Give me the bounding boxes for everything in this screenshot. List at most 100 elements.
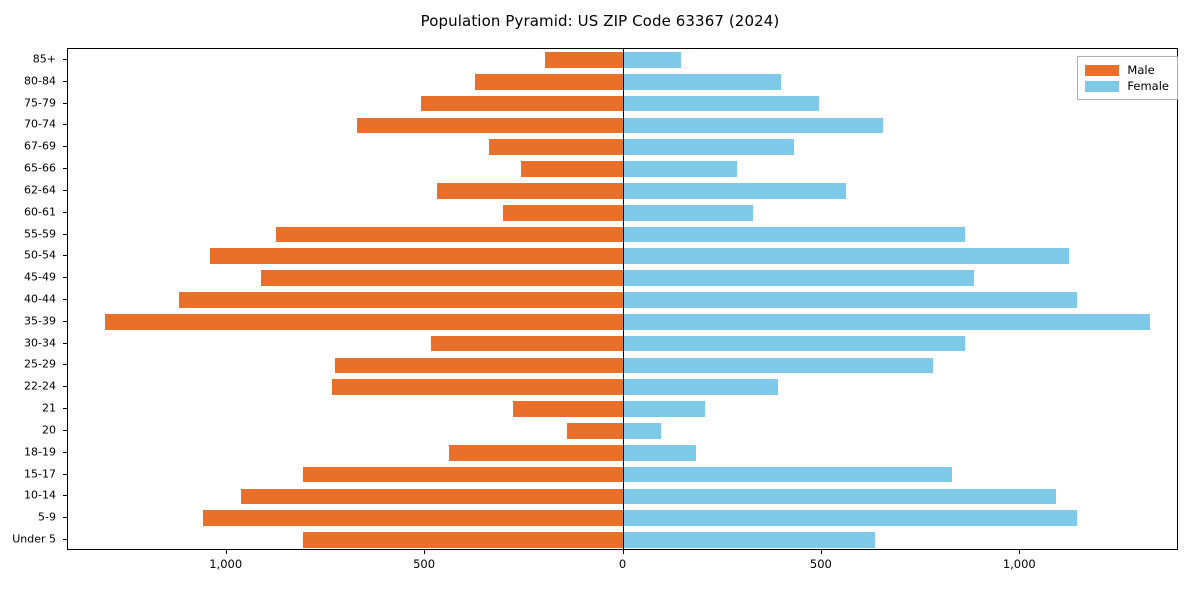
bar-female-25-29 [623, 357, 934, 374]
y-tick-label-5-9: 5-9 [38, 510, 56, 524]
y-tick-label-55-59: 55-59 [24, 227, 56, 241]
y-tick-mark [63, 386, 67, 388]
x-tick-mark [1019, 550, 1021, 554]
bar-row [68, 161, 1177, 177]
bar-male-45-49 [261, 270, 624, 287]
y-tick-label-85-: 85+ [32, 52, 56, 66]
y-tick-mark [63, 58, 67, 60]
y-tick-label-45-49: 45-49 [24, 270, 56, 284]
x-tick-label: 0 [618, 557, 627, 571]
chart-title: Population Pyramid: US ZIP Code 63367 (2… [420, 12, 780, 30]
bar-male-62-64 [437, 183, 624, 199]
bar-female-70-74 [623, 117, 884, 134]
bar-male-75-79 [421, 95, 624, 112]
y-tick-mark [63, 80, 67, 82]
y-tick-mark [63, 473, 67, 475]
bar-row [68, 139, 1177, 156]
y-tick-label-30-34: 30-34 [24, 336, 56, 350]
bar-female-20 [623, 423, 662, 439]
bar-female-55-59 [623, 226, 966, 243]
y-tick-mark [63, 429, 67, 431]
bar-row [68, 423, 1177, 439]
bar-row [68, 117, 1177, 134]
y-tick-label-75-79: 75-79 [24, 96, 56, 110]
bar-male-60-61 [502, 204, 624, 221]
y-tick-label-20: 20 [42, 423, 56, 437]
y-tick-label-18-19: 18-19 [24, 445, 56, 459]
bar-female-22-24 [623, 379, 778, 396]
bar-female-18-19 [623, 444, 697, 461]
y-tick-label-22-24: 22-24 [24, 379, 56, 393]
bar-female-75-79 [623, 95, 820, 112]
bar-row [68, 226, 1177, 243]
x-tick-label: 500 [413, 557, 436, 571]
bar-male-67-69 [488, 139, 624, 156]
y-tick-label-67-69: 67-69 [24, 139, 56, 153]
bar-male-under-5 [303, 532, 624, 548]
bar-male-40-44 [179, 292, 624, 308]
bar-male-80-84 [475, 73, 624, 90]
y-tick-label-under-5: Under 5 [12, 532, 56, 546]
bar-row [68, 401, 1177, 417]
x-tick-mark [820, 550, 822, 554]
bar-female-40-44 [623, 292, 1077, 308]
zero-axis-line [622, 49, 625, 549]
y-tick-label-80-84: 80-84 [24, 74, 56, 88]
bar-male-35-39 [104, 313, 624, 330]
bar-female-21 [623, 401, 706, 417]
bar-female-67-69 [623, 139, 795, 156]
x-axis: 1,000 500 0 500 1,000 [67, 550, 1178, 590]
bar-female-15-17 [623, 466, 952, 483]
bar-row [68, 444, 1177, 461]
y-tick-label-21: 21 [42, 401, 56, 415]
y-tick-mark [63, 102, 67, 104]
bar-male-22-24 [331, 379, 624, 396]
x-tick-mark [622, 550, 624, 554]
chart-legend: Male Female [1077, 56, 1178, 100]
bar-row [68, 510, 1177, 527]
bar-row [68, 313, 1177, 330]
bar-row [68, 248, 1177, 265]
bar-row [68, 466, 1177, 483]
bar-male-65-66 [521, 161, 624, 177]
bar-row [68, 73, 1177, 90]
bar-female-50-54 [623, 248, 1070, 265]
bar-female-5-9 [623, 510, 1077, 527]
bar-female-80-84 [623, 73, 781, 90]
bar-male-50-54 [210, 248, 624, 265]
legend-label-male: Male [1127, 63, 1155, 77]
bar-row [68, 270, 1177, 287]
legend-swatch-female [1085, 80, 1120, 92]
bar-female-10-14 [623, 488, 1056, 505]
bar-male-5-9 [202, 510, 624, 527]
y-tick-label-50-54: 50-54 [24, 248, 56, 262]
y-tick-mark [63, 255, 67, 257]
y-tick-mark [63, 168, 67, 170]
legend-entry-female[interactable]: Female [1085, 78, 1169, 94]
x-tick-mark [225, 550, 227, 554]
bar-row [68, 204, 1177, 221]
y-tick-label-40-44: 40-44 [24, 292, 56, 306]
bar-male-30-34 [431, 335, 624, 352]
x-tick-label: 500 [809, 557, 832, 571]
y-tick-mark [63, 233, 67, 235]
bar-female-60-61 [623, 204, 753, 221]
y-axis: 85+ 80-84 75-79 70-74 67-69 65-66 62-64 60-61 55… [0, 48, 67, 550]
bar-male-21 [513, 401, 624, 417]
bar-male-85- [544, 52, 624, 68]
y-tick-mark [63, 211, 67, 213]
x-tick-label: 1,000 [1002, 557, 1036, 571]
y-tick-mark [63, 189, 67, 191]
bar-female-85- [623, 52, 681, 68]
bar-female-under-5 [623, 532, 876, 548]
y-tick-mark [63, 299, 67, 300]
y-tick-mark [63, 517, 67, 519]
legend-entry-male[interactable]: Male [1085, 62, 1169, 78]
x-tick-mark [424, 550, 426, 554]
y-tick-mark [63, 364, 67, 366]
y-tick-label-70-74: 70-74 [24, 117, 56, 131]
bar-female-45-49 [623, 270, 975, 287]
y-tick-label-62-64: 62-64 [24, 183, 56, 197]
y-tick-label-60-61: 60-61 [24, 205, 56, 219]
y-tick-mark [63, 539, 67, 541]
